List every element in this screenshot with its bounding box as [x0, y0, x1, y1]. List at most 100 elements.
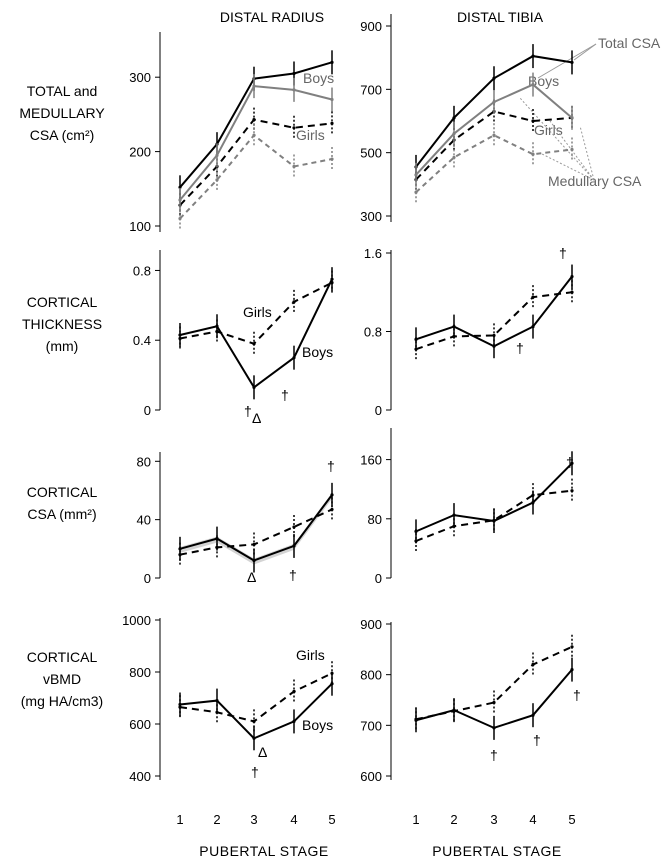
data-point — [570, 668, 574, 672]
row-label-vbmd: CORTICAL vBMD (mg HA/cm3) — [21, 649, 103, 709]
data-point — [531, 152, 535, 156]
data-point — [292, 71, 296, 76]
data-point — [215, 324, 219, 328]
data-point — [414, 717, 418, 721]
x-tick-label: 2 — [213, 812, 220, 827]
data-point — [178, 705, 182, 709]
data-point — [452, 524, 456, 528]
data-point — [414, 173, 418, 177]
data-point — [570, 645, 574, 649]
data-point — [178, 553, 182, 557]
y-tick-label: 800 — [360, 668, 382, 683]
annotation-dagger: † — [289, 567, 297, 583]
data-point — [531, 662, 535, 667]
series-line-medullary-medullary — [179, 85, 333, 201]
data-point — [570, 461, 574, 465]
data-point — [570, 489, 574, 493]
series-line-girls — [415, 645, 573, 721]
y-tick-label: 0.8 — [133, 263, 151, 278]
x-axis-tibia: 1 2 3 4 5 PUBERTAL STAGE — [412, 812, 575, 859]
data-point — [414, 347, 418, 351]
data-point — [531, 119, 535, 123]
data-point — [492, 700, 496, 705]
y-tick-label: 0 — [375, 403, 382, 418]
annotation-girls: Girls — [534, 122, 563, 138]
annotation-girls: Girls — [296, 647, 325, 663]
data-point — [570, 60, 574, 65]
y-tick-label: 0 — [375, 571, 382, 586]
data-point — [531, 500, 535, 505]
row-label-line: CORTICAL — [27, 649, 98, 665]
data-point — [252, 542, 256, 547]
data-point — [452, 116, 456, 120]
data-point — [330, 60, 334, 64]
annotation-girls: Girls — [243, 304, 272, 320]
data-point — [570, 290, 574, 294]
data-point — [570, 116, 574, 120]
panel-radius-vbmd: 400 600 800 1000 — [122, 613, 334, 784]
data-point — [330, 121, 334, 125]
row-label-line: vBMD — [43, 671, 81, 687]
x-tick-label: 3 — [250, 812, 257, 827]
annotation-delta: Δ — [252, 410, 261, 426]
data-point — [452, 132, 456, 136]
data-point — [452, 709, 456, 713]
arrow-line — [519, 97, 595, 181]
y-tick-label: 600 — [360, 769, 382, 784]
series-line-girls-total — [415, 110, 573, 181]
row-label-line: CSA (cm²) — [30, 127, 95, 143]
data-point — [252, 118, 256, 122]
data-point — [330, 281, 334, 285]
data-point — [330, 671, 334, 675]
y-tick-label: 1.6 — [364, 246, 382, 261]
x-axis-title-radius: PUBERTAL STAGE — [199, 843, 328, 859]
series-line-girls — [415, 291, 573, 351]
annotation-total-csa: Total CSA — [598, 35, 661, 51]
panel-radius-cortical-csa: 0 40 80 — [137, 452, 334, 586]
column-title-radius: DISTAL RADIUS — [220, 9, 324, 25]
y-tick-label: 700 — [360, 82, 382, 97]
y-tick-label: 0.8 — [364, 325, 382, 340]
data-point — [492, 726, 496, 730]
row-label-line: CORTICAL — [27, 294, 98, 310]
data-point — [492, 100, 496, 104]
y-tick-label: 700 — [360, 718, 382, 733]
annotation-dagger: † — [559, 245, 567, 261]
data-point — [178, 216, 182, 221]
data-point — [178, 547, 182, 551]
x-tick-label: 1 — [176, 812, 183, 827]
data-point — [215, 178, 219, 182]
data-point — [292, 689, 296, 694]
series-line-girls — [179, 672, 333, 723]
annotation-dagger: † — [516, 340, 524, 356]
series-line-boys — [179, 278, 333, 389]
data-point — [570, 274, 574, 279]
data-point — [414, 337, 418, 341]
data-point — [452, 334, 456, 339]
y-tick-label: 0.4 — [133, 333, 151, 348]
data-point — [452, 324, 456, 329]
y-tick-label: 300 — [129, 70, 151, 85]
series-line-medullary-medullary — [415, 134, 573, 193]
row-label-line: CSA (mm²) — [27, 506, 96, 522]
annotation-boys: Boys — [528, 73, 559, 89]
data-point — [414, 190, 418, 194]
y-tick-label: 80 — [137, 454, 151, 469]
annotation-boys: Boys — [303, 70, 334, 86]
data-point — [492, 133, 496, 137]
data-point — [452, 155, 456, 160]
x-tick-label: 5 — [568, 812, 575, 827]
annotation-girls: Girls — [296, 127, 325, 143]
row-label-line: (mg HA/cm3) — [21, 693, 103, 709]
data-point — [292, 164, 296, 169]
data-point — [292, 356, 296, 360]
arrow-line — [579, 125, 595, 181]
x-tick-label: 1 — [412, 812, 419, 827]
y-tick-label: 100 — [129, 219, 151, 234]
data-point — [252, 133, 256, 137]
annotation-dagger: † — [566, 454, 574, 470]
x-axis-title-tibia: PUBERTAL STAGE — [432, 843, 561, 859]
row-label-line: MEDULLARY — [19, 105, 105, 121]
data-point — [531, 82, 535, 87]
panel-tibia-cortical-csa: 0 80 160 — [360, 428, 574, 586]
